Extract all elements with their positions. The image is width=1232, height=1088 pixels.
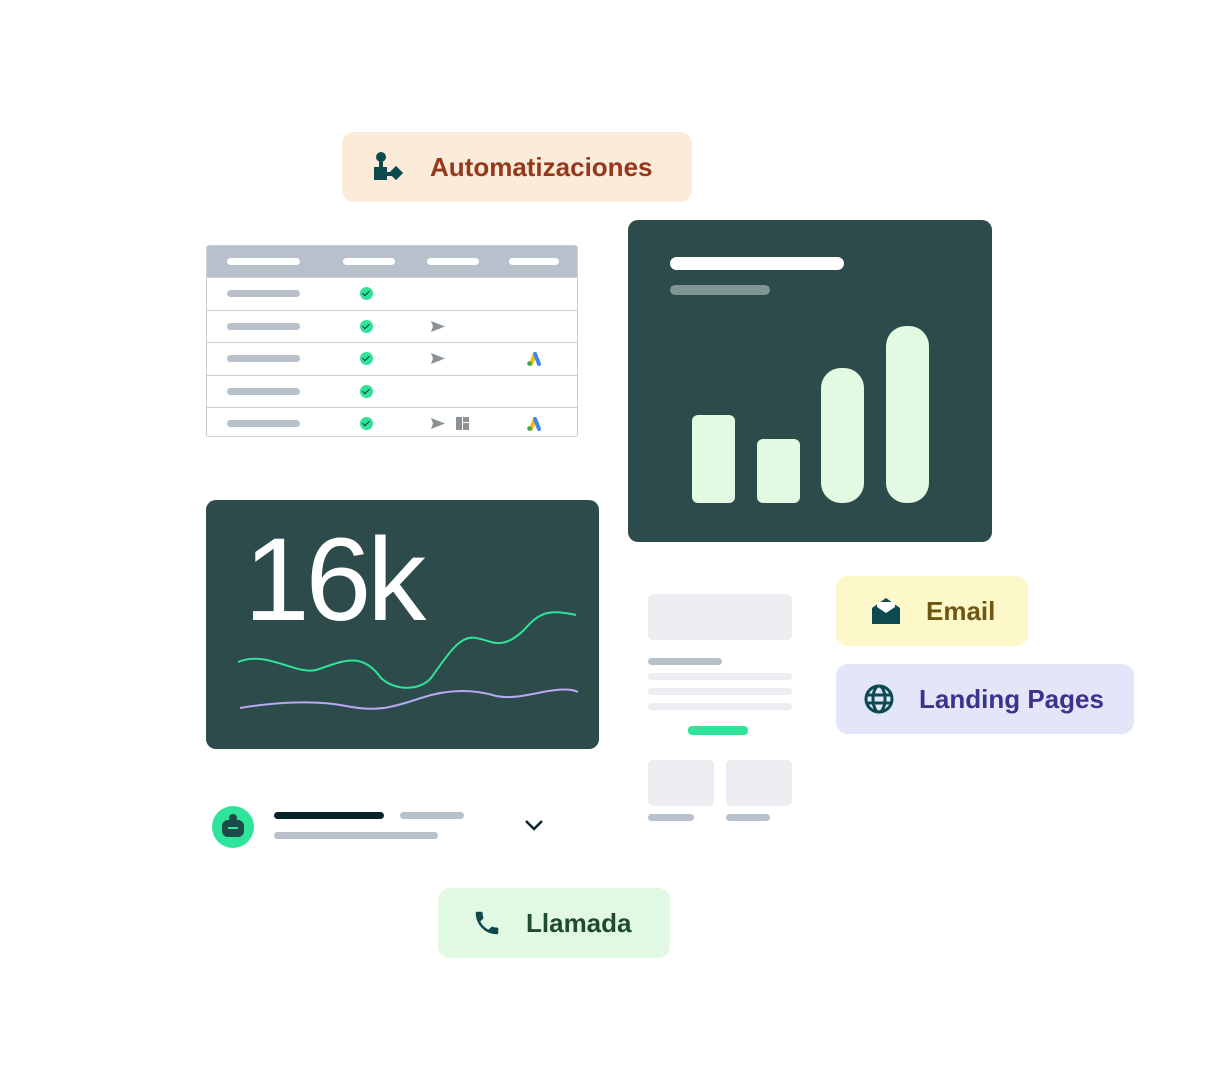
call-label: Llamada	[526, 907, 632, 938]
check-icon	[360, 352, 373, 365]
send-icon	[431, 320, 445, 332]
chart-bar	[757, 439, 800, 503]
table-header	[207, 246, 577, 277]
landing-pages-chip[interactable]: Landing Pages	[836, 664, 1134, 734]
check-icon	[360, 319, 373, 333]
automations-label: Automatizaciones	[430, 151, 653, 182]
check-icon	[360, 384, 373, 398]
stats-card: 16k	[206, 500, 599, 749]
table-row[interactable]	[207, 407, 577, 436]
globe-icon	[864, 684, 894, 714]
card-subtitle-placeholder	[670, 285, 770, 295]
envelope-open-icon	[872, 598, 900, 624]
landing-pages-label: Landing Pages	[919, 683, 1104, 714]
call-chip[interactable]: Llamada	[438, 888, 670, 958]
layout-icon	[456, 417, 469, 430]
landing-page-wireframe	[648, 594, 792, 824]
send-icon	[431, 418, 445, 429]
email-label: Email	[926, 595, 996, 626]
chart-bar	[886, 326, 929, 503]
phone-icon	[475, 911, 499, 935]
table-row[interactable]	[207, 342, 577, 375]
chart-bar	[692, 414, 735, 503]
send-icon	[431, 353, 445, 364]
email-chip[interactable]: Email	[836, 576, 1028, 646]
sparkline-green	[237, 611, 577, 689]
bot-icon	[212, 806, 254, 848]
card-title-placeholder	[670, 257, 844, 270]
table-row[interactable]	[207, 277, 577, 310]
sparkline	[237, 611, 579, 710]
sparkline-purple	[239, 688, 579, 710]
chevron-down-icon[interactable]	[524, 818, 544, 832]
automations-chip[interactable]: Automatizaciones	[342, 132, 692, 202]
bar-chart-card	[628, 220, 992, 542]
campaign-table	[206, 245, 578, 437]
google-ads-icon	[527, 352, 541, 366]
check-icon	[360, 287, 373, 300]
automation-icon	[374, 152, 404, 181]
table-row[interactable]	[207, 374, 577, 408]
check-icon	[360, 417, 373, 430]
table-row[interactable]	[207, 309, 577, 343]
chart-bar	[821, 368, 864, 503]
stats-value: 16k	[244, 514, 426, 646]
google-ads-icon	[527, 417, 541, 431]
cta-button-placeholder	[688, 726, 748, 735]
chatbot-row[interactable]	[212, 806, 552, 850]
